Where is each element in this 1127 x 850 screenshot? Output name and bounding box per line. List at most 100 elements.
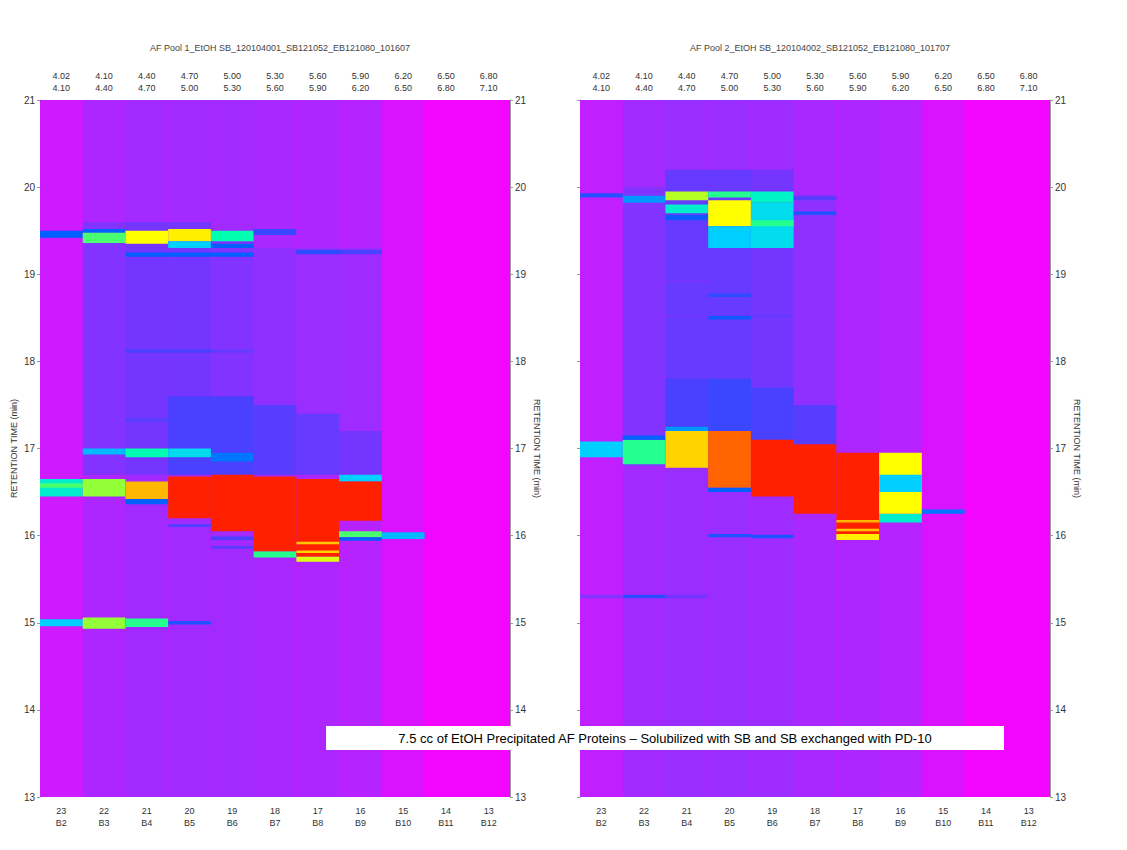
svg-text:4.70: 4.70: [181, 71, 199, 81]
svg-text:18: 18: [1055, 356, 1067, 367]
svg-text:13: 13: [484, 806, 494, 816]
svg-text:5.90: 5.90: [849, 83, 867, 93]
svg-text:B5: B5: [724, 818, 735, 828]
svg-text:5.00: 5.00: [721, 83, 739, 93]
svg-text:18: 18: [270, 806, 280, 816]
svg-text:16: 16: [895, 806, 905, 816]
svg-text:17: 17: [24, 443, 36, 454]
svg-text:17: 17: [313, 806, 323, 816]
svg-text:B8: B8: [852, 818, 863, 828]
svg-text:19: 19: [227, 806, 237, 816]
svg-text:14: 14: [441, 806, 451, 816]
svg-text:5.30: 5.30: [806, 71, 824, 81]
svg-text:AF Pool 2_EtOH SB_120104002_SB: AF Pool 2_EtOH SB_120104002_SB121052_EB1…: [690, 43, 950, 53]
svg-text:20: 20: [185, 806, 195, 816]
svg-text:21: 21: [515, 95, 527, 106]
svg-text:5.30: 5.30: [764, 83, 782, 93]
svg-text:14: 14: [24, 704, 36, 715]
svg-text:4.02: 4.02: [593, 71, 611, 81]
svg-text:13: 13: [24, 792, 36, 803]
svg-text:B10: B10: [935, 818, 951, 828]
svg-text:B9: B9: [355, 818, 366, 828]
svg-text:17: 17: [853, 806, 863, 816]
svg-text:18: 18: [810, 806, 820, 816]
svg-text:5.30: 5.30: [266, 71, 284, 81]
svg-text:4.10: 4.10: [53, 83, 71, 93]
svg-text:17: 17: [1055, 443, 1067, 454]
svg-text:19: 19: [515, 269, 527, 280]
svg-text:6.80: 6.80: [437, 83, 455, 93]
svg-text:21: 21: [142, 806, 152, 816]
svg-text:6.20: 6.20: [394, 71, 412, 81]
svg-text:15: 15: [1055, 617, 1067, 628]
svg-text:B10: B10: [395, 818, 411, 828]
svg-text:B4: B4: [141, 818, 152, 828]
svg-text:20: 20: [1055, 182, 1067, 193]
svg-text:21: 21: [1055, 95, 1067, 106]
svg-text:6.50: 6.50: [437, 71, 455, 81]
svg-text:15: 15: [24, 617, 36, 628]
svg-text:15: 15: [515, 617, 527, 628]
svg-text:B2: B2: [56, 818, 67, 828]
svg-text:RETENTION TIME (min): RETENTION TIME (min): [9, 399, 19, 498]
svg-text:19: 19: [24, 269, 36, 280]
svg-text:5.60: 5.60: [849, 71, 867, 81]
svg-text:6.50: 6.50: [977, 71, 995, 81]
svg-text:B11: B11: [978, 818, 993, 828]
svg-text:23: 23: [56, 806, 66, 816]
svg-text:4.10: 4.10: [593, 83, 611, 93]
svg-text:7.5 cc of EtOH Precipitated AF: 7.5 cc of EtOH Precipitated AF Proteins …: [398, 731, 931, 746]
svg-text:5.60: 5.60: [309, 71, 327, 81]
svg-text:7.10: 7.10: [1020, 83, 1038, 93]
svg-text:5.90: 5.90: [309, 83, 327, 93]
svg-text:19: 19: [1055, 269, 1067, 280]
svg-text:B7: B7: [809, 818, 820, 828]
svg-text:B4: B4: [681, 818, 692, 828]
svg-text:B12: B12: [1021, 818, 1037, 828]
svg-text:20: 20: [24, 182, 36, 193]
svg-text:RETENTION TIME (min): RETENTION TIME (min): [1072, 399, 1082, 498]
svg-text:14: 14: [515, 704, 527, 715]
svg-text:16: 16: [355, 806, 365, 816]
svg-text:15: 15: [938, 806, 948, 816]
svg-text:20: 20: [515, 182, 527, 193]
svg-text:18: 18: [24, 356, 36, 367]
svg-text:6.80: 6.80: [480, 71, 498, 81]
svg-text:6.50: 6.50: [394, 83, 412, 93]
svg-text:5.60: 5.60: [806, 83, 824, 93]
svg-text:B3: B3: [99, 818, 110, 828]
svg-text:15: 15: [398, 806, 408, 816]
svg-text:B6: B6: [227, 818, 238, 828]
svg-text:14: 14: [1055, 704, 1067, 715]
svg-text:5.60: 5.60: [266, 83, 284, 93]
svg-text:16: 16: [24, 530, 36, 541]
svg-text:4.70: 4.70: [678, 83, 696, 93]
svg-text:B6: B6: [767, 818, 778, 828]
svg-text:RETENTION TIME (min): RETENTION TIME (min): [532, 399, 542, 498]
svg-text:6.50: 6.50: [934, 83, 952, 93]
svg-text:4.10: 4.10: [95, 71, 113, 81]
svg-text:13: 13: [1055, 792, 1067, 803]
svg-text:AF Pool 1_EtOH SB_120104001_SB: AF Pool 1_EtOH SB_120104001_SB121052_EB1…: [150, 43, 410, 53]
svg-text:B9: B9: [895, 818, 906, 828]
svg-text:5.00: 5.00: [181, 83, 199, 93]
svg-text:14: 14: [981, 806, 991, 816]
svg-text:4.40: 4.40: [138, 71, 156, 81]
svg-text:20: 20: [725, 806, 735, 816]
svg-text:22: 22: [639, 806, 649, 816]
svg-text:4.02: 4.02: [53, 71, 71, 81]
svg-text:13: 13: [515, 792, 527, 803]
svg-text:18: 18: [515, 356, 527, 367]
svg-text:B2: B2: [596, 818, 607, 828]
svg-text:5.00: 5.00: [764, 71, 782, 81]
svg-text:17: 17: [515, 443, 527, 454]
svg-text:4.70: 4.70: [721, 71, 739, 81]
svg-text:5.90: 5.90: [892, 71, 910, 81]
svg-text:7.10: 7.10: [480, 83, 498, 93]
svg-text:23: 23: [596, 806, 606, 816]
svg-text:4.40: 4.40: [678, 71, 696, 81]
svg-text:4.70: 4.70: [138, 83, 156, 93]
svg-text:19: 19: [767, 806, 777, 816]
svg-text:16: 16: [1055, 530, 1067, 541]
svg-text:5.30: 5.30: [224, 83, 242, 93]
